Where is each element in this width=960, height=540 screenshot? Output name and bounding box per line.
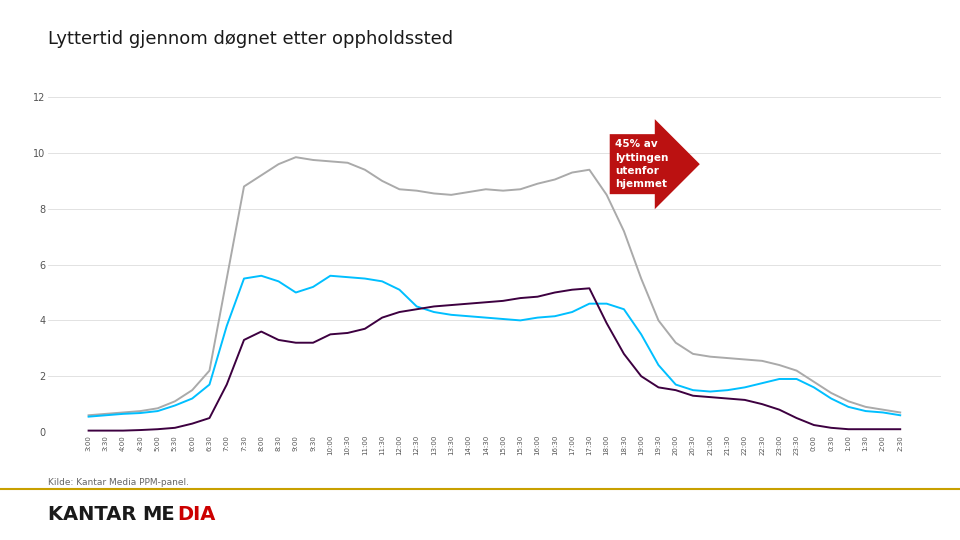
- Text: Kilde: Kantar Media PPM-panel.: Kilde: Kantar Media PPM-panel.: [48, 478, 189, 487]
- Text: 45% av
lyttingen
utenfor
hjemmet: 45% av lyttingen utenfor hjemmet: [615, 139, 668, 189]
- Text: Lyttertid gjennom døgnet etter oppholdssted: Lyttertid gjennom døgnet etter oppholdss…: [48, 30, 453, 48]
- Legend: Totalt, Hjemme, Utenfor hjemmet: Totalt, Hjemme, Utenfor hjemmet: [337, 538, 652, 540]
- Text: KANTAR: KANTAR: [48, 505, 143, 524]
- Text: ME: ME: [142, 505, 175, 524]
- Text: DIA: DIA: [178, 505, 216, 524]
